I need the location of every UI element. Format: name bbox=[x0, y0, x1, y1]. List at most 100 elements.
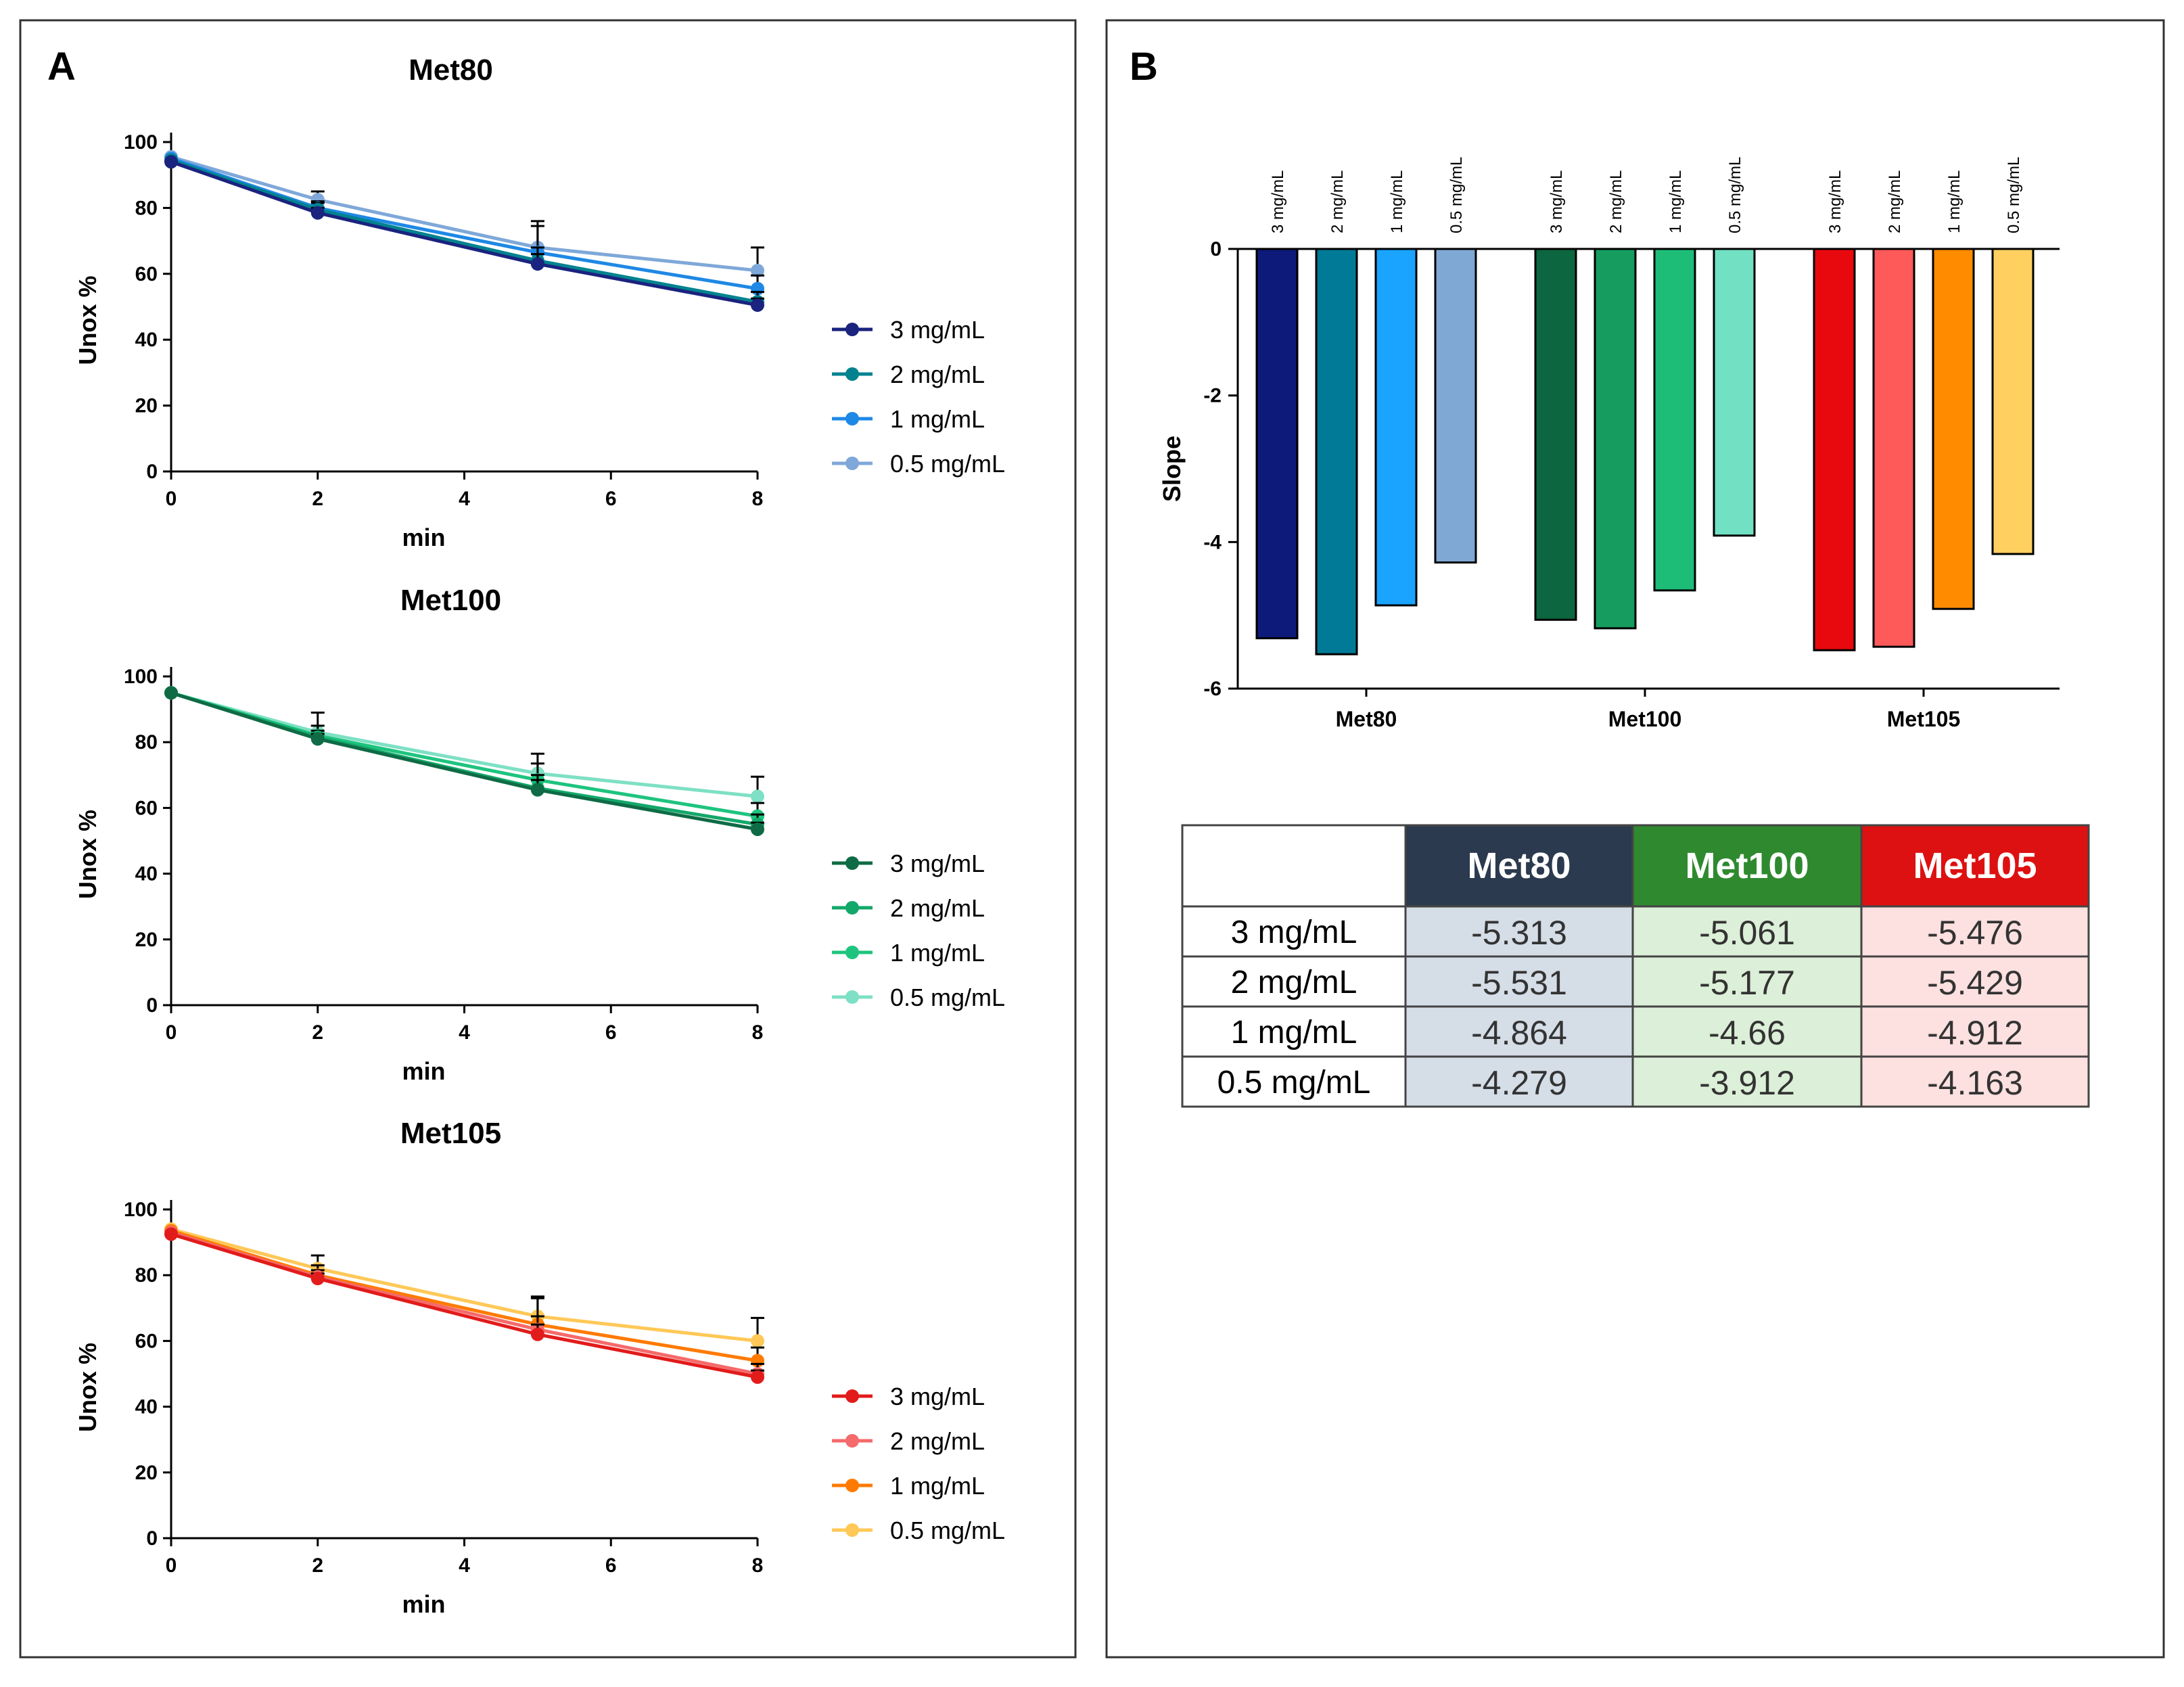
y-tick-label: 100 bbox=[124, 1199, 158, 1221]
data-point bbox=[751, 298, 764, 313]
series-line bbox=[170, 1227, 758, 1343]
data-point bbox=[310, 1272, 325, 1286]
legend-label: 3 mg/mL bbox=[890, 850, 985, 877]
group-label: Met105 bbox=[1887, 707, 1961, 731]
legend-marker bbox=[845, 412, 859, 425]
bar-top-label: 0.5 mg/mL bbox=[2005, 157, 2023, 233]
legend-marker bbox=[845, 1389, 859, 1403]
x-tick-label: 8 bbox=[752, 1554, 764, 1577]
bar-met80 bbox=[1434, 248, 1477, 564]
y-tick-label: 60 bbox=[135, 1330, 158, 1352]
table-cell-value: -5.313 bbox=[1471, 914, 1567, 952]
table-cell bbox=[1631, 1055, 1863, 1108]
bar-met100 bbox=[1534, 248, 1577, 621]
x-tick-label: 6 bbox=[605, 488, 617, 510]
legend-marker bbox=[845, 323, 859, 336]
y-tick-label: 60 bbox=[135, 797, 158, 819]
series-line bbox=[170, 160, 758, 307]
y-tick-label: 0 bbox=[146, 994, 158, 1017]
data-point bbox=[164, 686, 178, 700]
table-row-label: 1 mg/mL bbox=[1231, 1015, 1357, 1050]
bar-met80 bbox=[1374, 248, 1418, 607]
table-cell bbox=[1860, 905, 2090, 958]
bar-met105 bbox=[1813, 248, 1856, 651]
x-tick-label: 8 bbox=[752, 1021, 764, 1044]
y-tick-label: -6 bbox=[1203, 678, 1222, 700]
bar-met100 bbox=[1594, 248, 1637, 630]
table-header-cell bbox=[1631, 824, 1863, 908]
y-tick-label: 80 bbox=[135, 1264, 158, 1287]
bar-met105 bbox=[1872, 248, 1915, 648]
y-tick-label: -4 bbox=[1203, 531, 1222, 553]
series-line bbox=[170, 158, 758, 304]
bar-top-label: 0.5 mg/mL bbox=[1726, 157, 1744, 233]
y-tick-label: -2 bbox=[1203, 385, 1222, 407]
table-cell-value: -4.912 bbox=[1927, 1014, 2023, 1052]
legend-label: 3 mg/mL bbox=[890, 316, 985, 344]
legend-label: 0.5 mg/mL bbox=[890, 1517, 1005, 1544]
legend-label: 1 mg/mL bbox=[890, 405, 985, 433]
legend-label: 2 mg/mL bbox=[890, 894, 985, 922]
group-label: Met100 bbox=[1608, 707, 1682, 731]
table-row-label: 0.5 mg/mL bbox=[1217, 1065, 1371, 1101]
table-cell-value: -5.061 bbox=[1699, 914, 1795, 952]
legend-marker bbox=[845, 856, 859, 870]
x-tick-label: 4 bbox=[459, 1021, 470, 1044]
table-cell-value: -5.476 bbox=[1927, 914, 2023, 952]
chart-title: Met100 bbox=[400, 584, 501, 617]
y-tick-label: 80 bbox=[135, 731, 158, 754]
y-axis-title: Unox % bbox=[74, 810, 101, 899]
legend-marker bbox=[845, 367, 859, 381]
legend-label: 0.5 mg/mL bbox=[890, 984, 1005, 1011]
data-point bbox=[164, 155, 178, 169]
table-cell bbox=[1860, 1005, 2090, 1058]
chart-title: Met80 bbox=[409, 53, 493, 87]
data-point bbox=[530, 783, 544, 797]
table-cell-value: -4.279 bbox=[1471, 1064, 1567, 1102]
y-tick-label: 20 bbox=[135, 395, 158, 417]
series-line bbox=[170, 155, 758, 273]
table-cell-value: -5.531 bbox=[1471, 964, 1567, 1002]
legend-marker bbox=[845, 1479, 859, 1492]
data-point bbox=[310, 732, 325, 746]
table-header-cell bbox=[1181, 824, 1407, 908]
series-line bbox=[170, 1232, 758, 1379]
panel-b-frame bbox=[1105, 19, 2165, 1659]
x-axis-title: min bbox=[402, 524, 445, 551]
table-cell bbox=[1860, 1055, 2090, 1108]
x-tick-label: 8 bbox=[752, 488, 764, 510]
y-tick-label: 80 bbox=[135, 197, 158, 219]
x-tick-label: 4 bbox=[459, 1554, 470, 1577]
legend-label: 2 mg/mL bbox=[890, 1427, 985, 1455]
table-header-label: Met80 bbox=[1467, 846, 1571, 886]
x-axis-title: min bbox=[402, 1057, 445, 1085]
bar-top-label: 3 mg/mL bbox=[1269, 170, 1287, 233]
y-tick-label: 40 bbox=[135, 863, 158, 885]
x-tick-label: 2 bbox=[312, 1554, 323, 1577]
x-axis-title: min bbox=[402, 1590, 445, 1618]
bar-top-label: 2 mg/mL bbox=[1607, 170, 1625, 233]
y-axis-title: Slope bbox=[1158, 436, 1186, 502]
data-point bbox=[751, 822, 764, 836]
bar-met80 bbox=[1255, 248, 1299, 640]
chart-title: Met105 bbox=[400, 1117, 501, 1150]
panel-b-letter: B bbox=[1130, 45, 1158, 89]
data-point bbox=[164, 1227, 178, 1241]
group-label: Met80 bbox=[1336, 707, 1397, 731]
bar-top-label: 1 mg/mL bbox=[1667, 170, 1685, 233]
legend-marker bbox=[845, 457, 859, 470]
legend-marker bbox=[845, 1434, 859, 1448]
x-tick-label: 6 bbox=[605, 1554, 617, 1577]
legend-label: 1 mg/mL bbox=[890, 1472, 985, 1500]
y-tick-label: 40 bbox=[135, 1396, 158, 1418]
y-tick-label: 100 bbox=[124, 666, 158, 688]
table-row-label: 2 mg/mL bbox=[1231, 965, 1357, 1000]
bar-met105 bbox=[1991, 248, 2035, 555]
bar-top-label: 2 mg/mL bbox=[1886, 170, 1904, 233]
table-cell bbox=[1404, 955, 1634, 1008]
legend-label: 1 mg/mL bbox=[890, 939, 985, 967]
data-point bbox=[751, 789, 764, 804]
x-tick-label: 0 bbox=[166, 488, 177, 510]
